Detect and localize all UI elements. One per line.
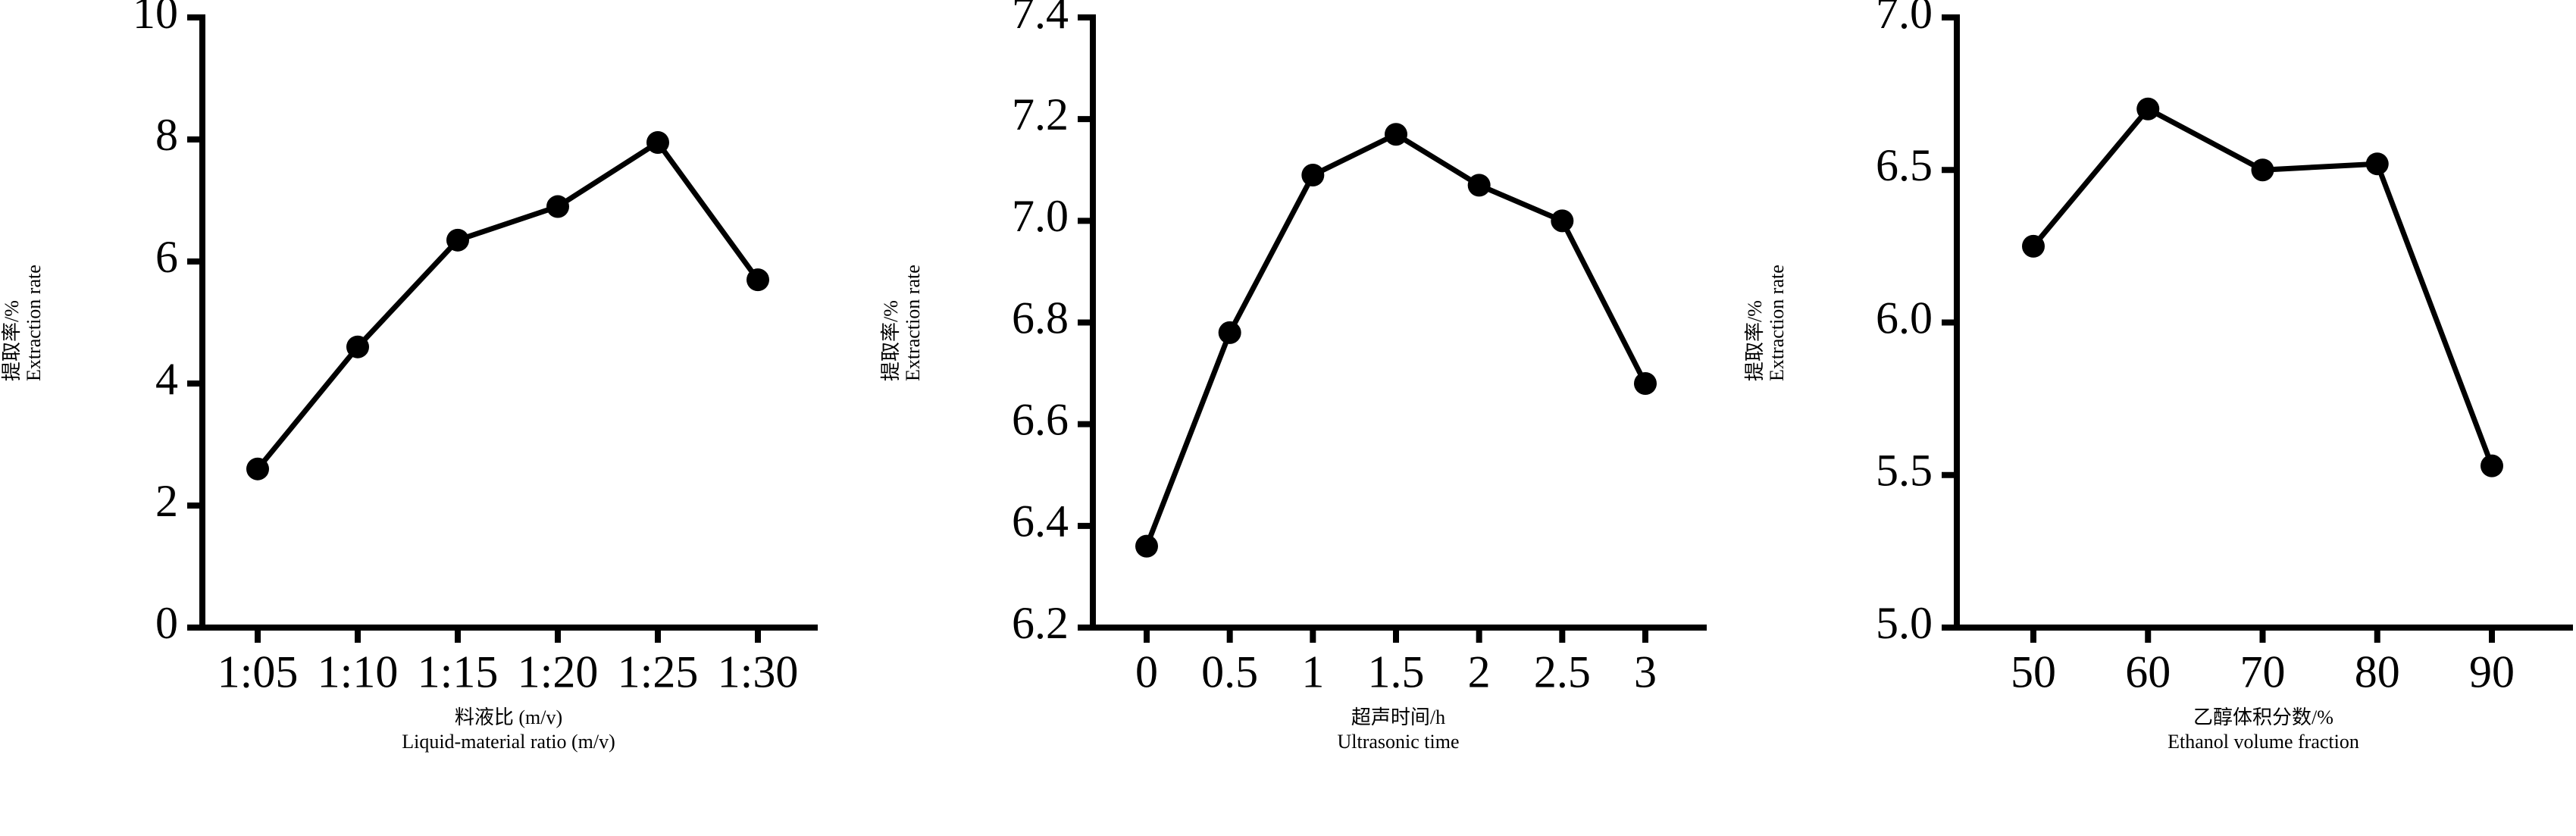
svg-text:1.5: 1.5 — [1368, 647, 1425, 697]
svg-text:0: 0 — [155, 598, 178, 648]
svg-text:0.5: 0.5 — [1201, 647, 1258, 697]
svg-text:2: 2 — [1468, 647, 1491, 697]
svg-text:8: 8 — [155, 110, 178, 160]
svg-text:50: 50 — [2011, 647, 2056, 697]
svg-text:7.0: 7.0 — [1012, 191, 1069, 241]
svg-text:90: 90 — [2469, 647, 2515, 697]
svg-text:6.8: 6.8 — [1012, 293, 1069, 343]
svg-text:7.2: 7.2 — [1012, 89, 1069, 139]
svg-text:6.6: 6.6 — [1012, 394, 1069, 444]
svg-text:5.5: 5.5 — [1876, 446, 1933, 496]
svg-text:5.0: 5.0 — [1876, 598, 1933, 648]
svg-text:6: 6 — [155, 232, 178, 282]
svg-text:1:10: 1:10 — [318, 647, 399, 697]
svg-text:1:30: 1:30 — [718, 647, 799, 697]
svg-text:60: 60 — [2125, 647, 2171, 697]
svg-text:10: 10 — [133, 0, 178, 38]
svg-text:80: 80 — [2355, 647, 2400, 697]
svg-text:2.5: 2.5 — [1534, 647, 1591, 697]
svg-text:7.0: 7.0 — [1876, 0, 1933, 38]
svg-text:1: 1 — [1301, 647, 1324, 697]
svg-text:1:25: 1:25 — [618, 647, 699, 697]
svg-text:6.5: 6.5 — [1876, 140, 1933, 190]
svg-text:1:05: 1:05 — [218, 647, 299, 697]
svg-text:3: 3 — [1634, 647, 1657, 697]
svg-text:70: 70 — [2240, 647, 2286, 697]
svg-text:1:15: 1:15 — [418, 647, 499, 697]
svg-text:4: 4 — [155, 354, 178, 404]
svg-text:6.4: 6.4 — [1012, 496, 1069, 546]
svg-text:6.0: 6.0 — [1876, 293, 1933, 343]
svg-text:7.4: 7.4 — [1012, 0, 1069, 38]
svg-text:6.2: 6.2 — [1012, 598, 1069, 648]
svg-text:1:20: 1:20 — [518, 647, 599, 697]
svg-text:2: 2 — [155, 476, 178, 526]
svg-text:0: 0 — [1135, 647, 1158, 697]
